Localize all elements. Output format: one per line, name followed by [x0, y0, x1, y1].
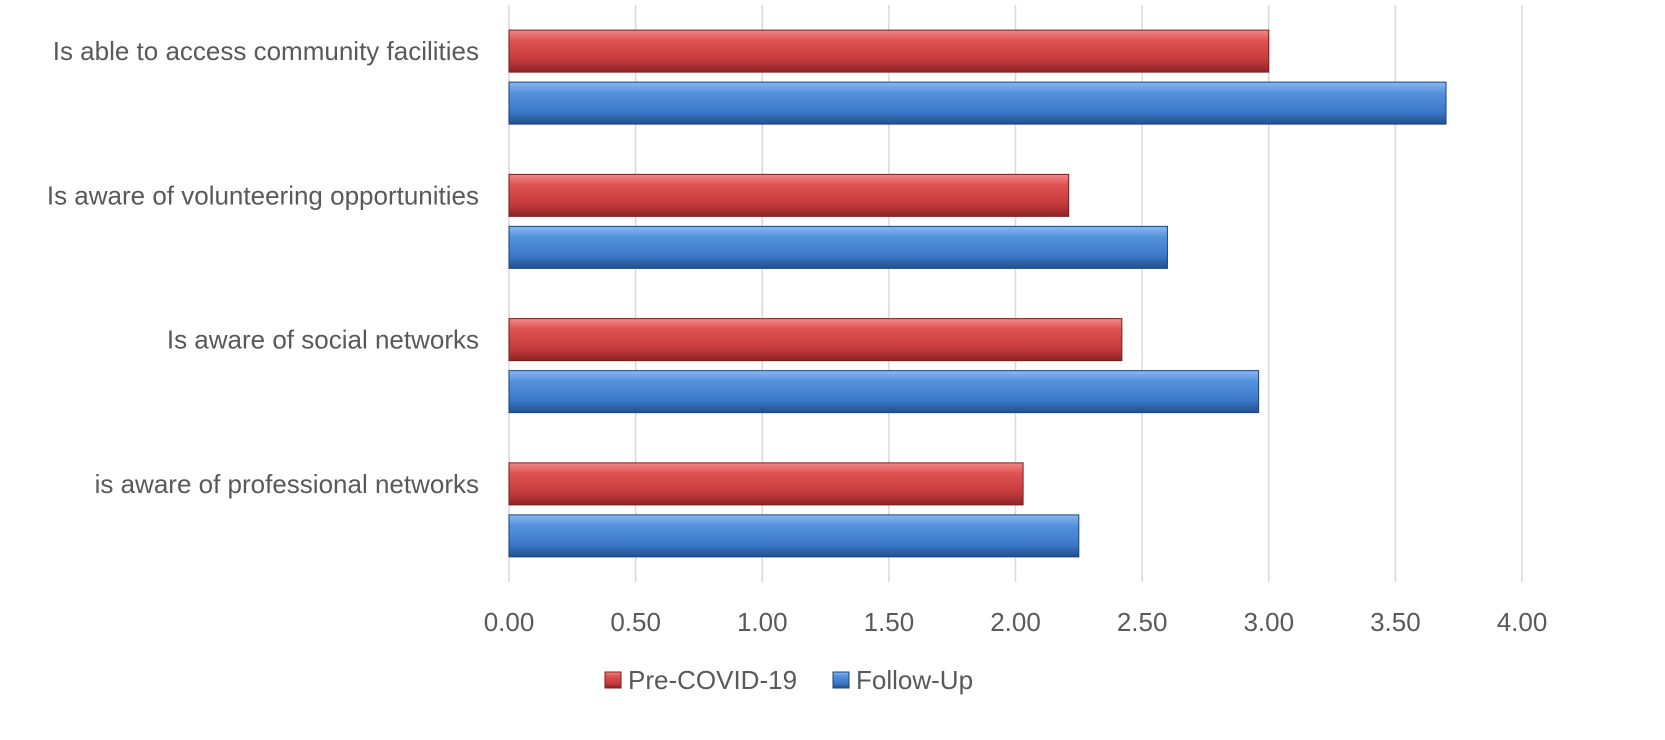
- x-tick-label: 0.50: [610, 607, 661, 637]
- bar-pre-covid: [508, 318, 1123, 362]
- x-tick-label: 2.50: [1117, 607, 1168, 637]
- legend-label-follow-up: Follow-Up: [856, 665, 973, 695]
- category-label: Is aware of volunteering opportunities: [47, 180, 479, 210]
- bars: [508, 29, 1447, 558]
- x-tick-label: 2.00: [990, 607, 1041, 637]
- x-tick-label: 0.00: [484, 607, 535, 637]
- legend-swatch-pre-covid: [604, 671, 622, 689]
- x-tick-label: 1.50: [864, 607, 915, 637]
- bar-pre-covid: [508, 462, 1024, 506]
- bar-follow-up: [508, 81, 1447, 125]
- category-label: is aware of professional networks: [95, 469, 479, 499]
- category-label: Is able to access community facilities: [53, 36, 479, 66]
- x-tick-label: 3.00: [1243, 607, 1294, 637]
- legend: Pre-COVID-19 Follow-Up: [604, 665, 973, 695]
- bar-pre-covid: [508, 173, 1070, 217]
- x-tick-label: 1.00: [737, 607, 788, 637]
- x-tick-label: 3.50: [1370, 607, 1421, 637]
- x-tick-label: 4.00: [1497, 607, 1548, 637]
- legend-swatch-follow-up: [832, 671, 850, 689]
- bar-follow-up: [508, 225, 1168, 269]
- legend-label-pre-covid: Pre-COVID-19: [628, 665, 797, 695]
- bar-pre-covid: [508, 29, 1270, 73]
- bar-follow-up: [508, 514, 1080, 558]
- category-labels: Is able to access community facilities Is…: [47, 36, 479, 499]
- bar-follow-up: [508, 370, 1260, 414]
- category-label: Is aware of social networks: [167, 325, 479, 355]
- x-axis-tick-labels: 0.00 0.50 1.00 1.50 2.00 2.50 3.00 3.50 4.00: [484, 607, 1548, 637]
